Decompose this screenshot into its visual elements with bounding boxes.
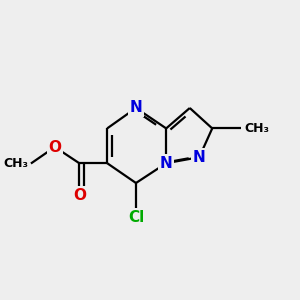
Text: N: N [160,156,172,171]
Text: O: O [73,188,86,202]
Text: O: O [48,140,61,154]
Text: Cl: Cl [128,210,144,225]
Text: N: N [193,150,206,165]
Text: N: N [130,100,142,116]
Text: CH₃: CH₃ [3,157,28,170]
Text: CH₃: CH₃ [244,122,269,135]
